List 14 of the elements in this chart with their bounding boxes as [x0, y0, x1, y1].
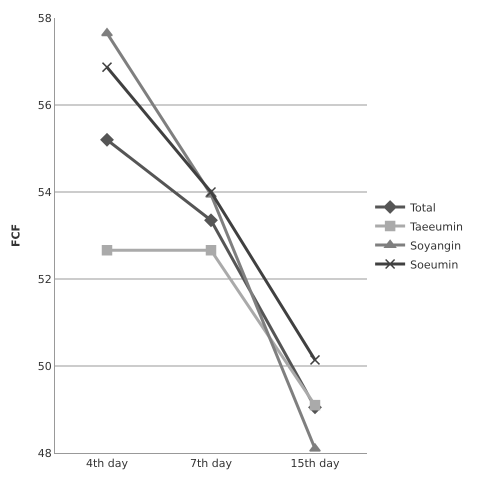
x-tick-label: 15th day — [290, 457, 340, 470]
y-tick-label: 54 — [38, 186, 52, 199]
y-tick-label: 52 — [38, 272, 52, 286]
x-tick-label: 4th day — [86, 457, 128, 470]
legend-label: Taeeumin — [409, 220, 464, 234]
x-tick-label: 7th day — [190, 457, 232, 470]
y-axis-title: FCF — [9, 224, 22, 248]
legend-label: Soyangin — [410, 239, 462, 252]
y-tick-label: 48 — [38, 446, 52, 460]
y-tick-label: 58 — [38, 12, 52, 25]
y-tick-label: 56 — [38, 98, 52, 112]
y-tick-label: 50 — [38, 360, 52, 373]
legend-label: Soeumin — [410, 258, 458, 272]
legend-label: Total — [409, 201, 436, 214]
